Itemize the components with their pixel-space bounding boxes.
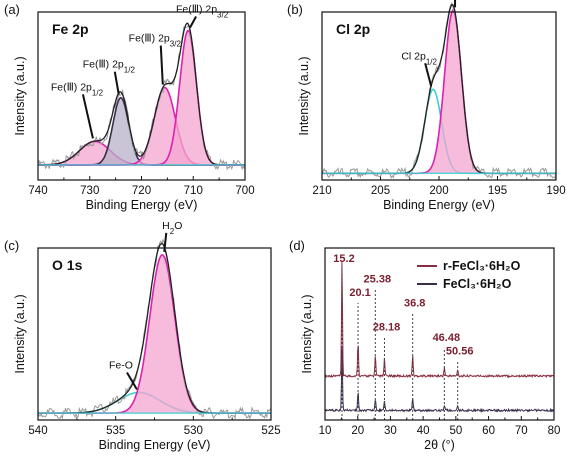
peak-annotation: Fe(Ⅲ) 2p3/2 — [129, 33, 182, 49]
peak-annotation: H2O — [162, 220, 182, 236]
panel-label: (b) — [287, 2, 303, 17]
peak-label: 15.2 — [333, 253, 354, 265]
panel-a: (a) Fe 2p 740 730 720 710 700 Binding Energy (e… — [4, 2, 255, 212]
y-axis-label: Intensity (a.u.) — [13, 294, 27, 373]
component-curve — [38, 29, 245, 166]
annotation-arrow — [81, 94, 94, 139]
x-tick-label: 535 — [106, 425, 125, 437]
x-tick-label: 525 — [261, 425, 280, 437]
annotation-arrow — [126, 371, 138, 390]
x-tick-label: 720 — [132, 185, 151, 197]
plot-frame — [37, 247, 272, 421]
panel-label: (d) — [289, 238, 305, 253]
annotation-arrow — [424, 63, 433, 87]
peak-annotation: Fe-O — [109, 359, 133, 371]
xrd-trace — [324, 348, 555, 414]
x-tick-label: 200 — [429, 185, 448, 197]
x-tick-label: 740 — [28, 185, 47, 197]
x-axis-label: Binding Energy (eV) — [383, 198, 495, 212]
panel-title: Cl 2p — [336, 21, 370, 37]
panel-d: (d) 10 20 30 40 50 60 70 80 2θ (°) Intensity (a.u.… — [289, 238, 560, 452]
annotation-arrow — [159, 45, 164, 85]
legend-label: r-FeCl₃·6H₂O — [443, 259, 521, 273]
panel-title: O 1s — [52, 257, 83, 273]
x-tick-label: 730 — [80, 185, 99, 197]
x-tick-label: 20 — [351, 425, 364, 437]
xrd-trace — [324, 261, 555, 379]
plot-frame — [37, 11, 246, 181]
x-tick-label: 700 — [235, 185, 254, 197]
x-tick-label: 60 — [482, 425, 495, 437]
x-tick-label: 190 — [546, 185, 565, 197]
legend-label: FeCl₃·6H₂O — [443, 277, 512, 291]
x-tick-label: 70 — [515, 425, 528, 437]
x-tick-label: 710 — [184, 185, 203, 197]
peak-annotation: Cl 2p1/2 — [401, 50, 437, 66]
annotation-arrow — [163, 232, 168, 252]
peak-label: 46.48 — [433, 332, 461, 344]
raw-spectrum — [37, 23, 246, 171]
panel-label: (a) — [4, 2, 20, 17]
x-tick-label: 40 — [417, 425, 430, 437]
x-tick-label: 50 — [449, 425, 462, 437]
x-axis-label: Binding Energy (eV) — [99, 438, 211, 452]
peak-label: 50.56 — [446, 346, 474, 358]
component-fill — [38, 141, 245, 165]
plot-frame — [324, 247, 555, 421]
annotation-arrow — [113, 71, 120, 95]
y-axis-label: Intensity (a.u.) — [13, 56, 27, 135]
peak-label: 25.38 — [364, 273, 392, 285]
x-tick-label: 30 — [384, 425, 397, 437]
peak-annotation: Fe(Ⅲ) 2p1/2 — [51, 81, 104, 97]
peak-annotation: Fe(Ⅲ) 2p3/2 — [176, 3, 229, 19]
x-axis-label: 2θ (°) — [424, 438, 455, 452]
panel-b: (b) Cl 2p 210 205 200 195 190 Binding Energy (e… — [287, 0, 566, 212]
x-tick-label: 205 — [371, 185, 390, 197]
raw-spectrum — [321, 1, 557, 179]
plot-frame — [321, 11, 557, 181]
x-tick-label: 540 — [28, 425, 47, 437]
component-fill — [322, 10, 556, 174]
fit-envelope — [37, 22, 245, 166]
component-fill — [38, 254, 271, 414]
peak-label: 28.18 — [373, 322, 401, 334]
x-tick-label: 10 — [319, 425, 332, 437]
component-fill — [38, 30, 245, 165]
y-axis-label: Intensity (a.u.) — [300, 294, 314, 373]
panel-title: Fe 2p — [52, 21, 89, 37]
peak-label: 20.1 — [349, 287, 370, 299]
y-axis-label: Intensity (a.u.) — [297, 56, 311, 135]
panel-label: (c) — [4, 238, 19, 253]
annotation-arrow — [189, 16, 197, 28]
x-tick-label: 80 — [548, 425, 561, 437]
x-tick-label: 195 — [488, 185, 507, 197]
peak-label: 36.8 — [404, 297, 425, 309]
peak-annotation: Fe(Ⅲ) 2p1/2 — [83, 59, 136, 75]
x-tick-label: 530 — [184, 425, 203, 437]
x-axis-label: Binding Energy (eV) — [86, 198, 198, 212]
panel-c: (c) O 1s 540 535 530 525 Binding Energy (eV) In… — [4, 220, 281, 452]
x-tick-label: 210 — [312, 185, 331, 197]
